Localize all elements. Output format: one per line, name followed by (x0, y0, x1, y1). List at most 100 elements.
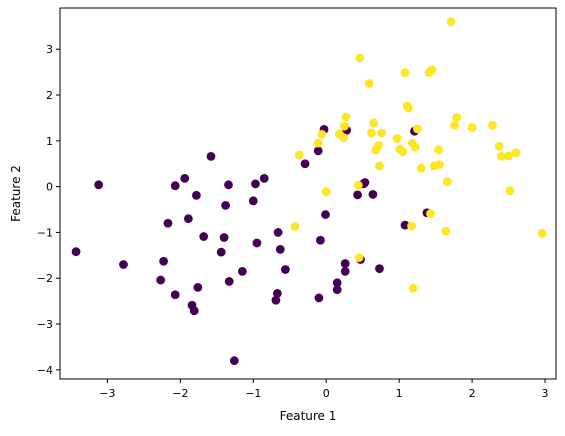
data-point-class-1 (374, 141, 384, 150)
x-tick-label: 3 (542, 387, 549, 400)
data-point-class-1 (294, 150, 304, 160)
data-point-class-1 (446, 17, 456, 27)
data-point-class-0 (332, 285, 342, 295)
data-point-class-1 (353, 180, 363, 190)
data-point-class-1 (416, 163, 426, 173)
axes-layer (59, 7, 557, 380)
data-point-class-0 (170, 290, 180, 300)
y-tick-label: −4 (37, 364, 53, 377)
data-point-class-1 (434, 145, 443, 155)
x-tick-label: −3 (99, 387, 115, 400)
data-point-class-1 (339, 133, 349, 143)
data-point-class-0 (273, 228, 283, 237)
data-point-class-0 (300, 159, 310, 169)
y-axis-label: Feature 2 (9, 165, 23, 222)
data-point-class-1 (404, 103, 414, 113)
data-point-class-0 (353, 190, 362, 200)
data-point-class-0 (316, 235, 325, 245)
y-tick-label: −2 (37, 272, 53, 285)
data-point-class-1 (450, 120, 460, 130)
data-point-class-0 (163, 218, 173, 228)
data-point-class-0 (259, 173, 269, 183)
data-point-class-1 (441, 226, 451, 236)
data-point-class-1 (537, 228, 547, 238)
y-tick-label: −1 (37, 226, 53, 239)
data-point-class-1 (354, 253, 364, 263)
data-point-class-0 (340, 259, 350, 268)
data-point-class-1 (367, 128, 376, 138)
data-point-class-0 (119, 260, 128, 269)
data-point-class-0 (216, 247, 226, 257)
data-point-class-0 (221, 201, 230, 210)
data-point-class-0 (224, 277, 234, 286)
data-point-class-1 (290, 222, 300, 231)
data-point-class-0 (400, 220, 410, 230)
data-point-class-1 (434, 160, 444, 170)
data-point-class-0 (272, 288, 282, 298)
data-point-class-1 (364, 79, 374, 88)
y-tick-label: 3 (46, 43, 53, 56)
data-point-class-0 (340, 266, 350, 276)
data-point-class-1 (488, 120, 497, 130)
data-point-class-0 (94, 180, 104, 190)
data-point-class-1 (398, 147, 408, 157)
data-point-class-1 (426, 209, 435, 219)
data-point-class-1 (317, 130, 327, 139)
data-point-class-0 (192, 190, 201, 200)
data-point-class-1 (442, 177, 452, 186)
data-point-class-0 (224, 180, 233, 190)
data-point-class-1 (321, 187, 331, 197)
data-point-class-0 (280, 265, 290, 274)
data-point-class-1 (377, 128, 387, 138)
data-point-class-0 (156, 275, 166, 285)
data-point-class-1 (504, 151, 513, 161)
data-point-class-1 (410, 142, 420, 152)
data-point-class-1 (413, 124, 422, 134)
data-point-class-1 (427, 65, 437, 75)
data-point-class-1 (341, 112, 351, 122)
y-tick-label: 2 (46, 89, 53, 102)
data-point-class-0 (199, 232, 209, 241)
y-axis: −4 −3 −2 −1 0 1 2 3 (37, 43, 60, 377)
data-point-class-0 (314, 293, 324, 303)
x-tick-label: −1 (245, 387, 261, 400)
y-tick-label: 1 (46, 135, 53, 148)
data-point-class-1 (313, 138, 323, 148)
data-point-class-1 (494, 141, 504, 151)
data-point-class-1 (496, 152, 506, 161)
y-tick-label: 0 (46, 181, 53, 194)
data-point-class-0 (248, 196, 258, 206)
data-point-class-1 (369, 118, 379, 128)
data-point-class-1 (355, 53, 365, 63)
data-point-class-0 (375, 264, 384, 274)
data-point-class-0 (313, 146, 323, 156)
data-point-class-0 (271, 295, 281, 305)
data-point-class-1 (408, 283, 418, 293)
data-point-class-1 (392, 134, 402, 143)
data-point-class-0 (237, 266, 247, 276)
data-point-class-1 (505, 186, 515, 196)
data-point-class-0 (251, 179, 260, 189)
data-point-class-0 (332, 278, 342, 288)
points-layer (71, 17, 547, 366)
data-point-class-0 (275, 244, 285, 254)
data-point-class-0 (180, 173, 190, 183)
data-point-class-0 (170, 181, 180, 191)
data-point-class-1 (375, 161, 384, 171)
data-point-class-1 (467, 123, 477, 132)
data-point-class-0 (206, 152, 216, 161)
data-point-class-1 (407, 221, 416, 231)
data-point-class-0 (252, 238, 262, 248)
data-point-class-0 (368, 190, 378, 199)
x-tick-label: 1 (396, 387, 403, 400)
x-axis: −3 −2 −1 0 1 2 3 (99, 379, 549, 400)
y-tick-label: −3 (37, 318, 53, 331)
data-point-class-1 (340, 121, 349, 131)
data-point-class-0 (159, 256, 168, 266)
data-point-class-0 (189, 306, 199, 316)
data-point-class-1 (452, 113, 462, 122)
x-tick-label: 0 (323, 387, 330, 400)
x-tick-label: 2 (469, 387, 476, 400)
